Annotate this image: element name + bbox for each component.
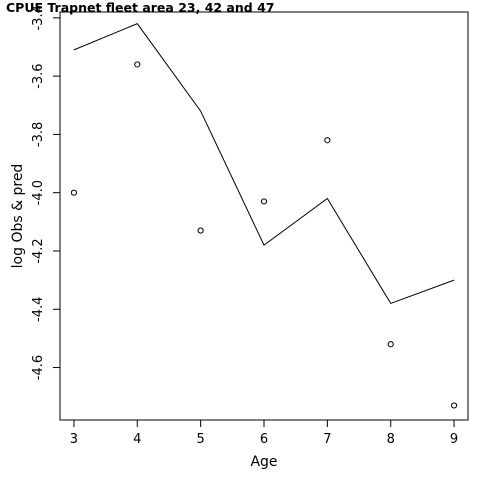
x-tick-label: 8 [387,432,395,447]
plot-frame [59,11,469,421]
y-axis-label: log Obs & pred [10,164,26,269]
y-tick-label: -4.4 [31,297,46,322]
x-tick-label: 6 [260,432,268,447]
x-tick-label: 4 [133,432,141,447]
y-tick-label: -4.2 [31,238,46,263]
observed-point [387,341,394,348]
y-tick-label: -3.4 [31,5,46,30]
y-axis: -3.4 -3.6 -3.8 -4.0 -4.2 -4.4 -4.6 [31,5,60,380]
chart-title: CPUE Trapnet fleet area 23, 42 and 47 [6,0,275,15]
observed-point [260,198,268,205]
observed-point [197,227,204,234]
y-tick-label: -3.8 [31,122,46,147]
y-tick-label: -4.6 [31,355,46,380]
predicted-line [73,23,455,305]
y-tick-label: -3.6 [31,63,46,88]
observed-point [450,402,458,409]
x-axis: 3 4 5 6 7 8 9 [70,420,458,447]
y-tick-label: -4.0 [31,180,46,205]
x-tick-label: 5 [197,432,205,447]
observed-point [324,137,331,144]
x-tick-label: 9 [450,432,458,447]
x-tick-label: 3 [70,432,78,447]
observed-point [134,61,141,68]
observed-point [70,189,78,196]
x-tick-label: 7 [323,432,331,447]
x-axis-label: Age [250,454,277,470]
series-layer [70,23,458,409]
